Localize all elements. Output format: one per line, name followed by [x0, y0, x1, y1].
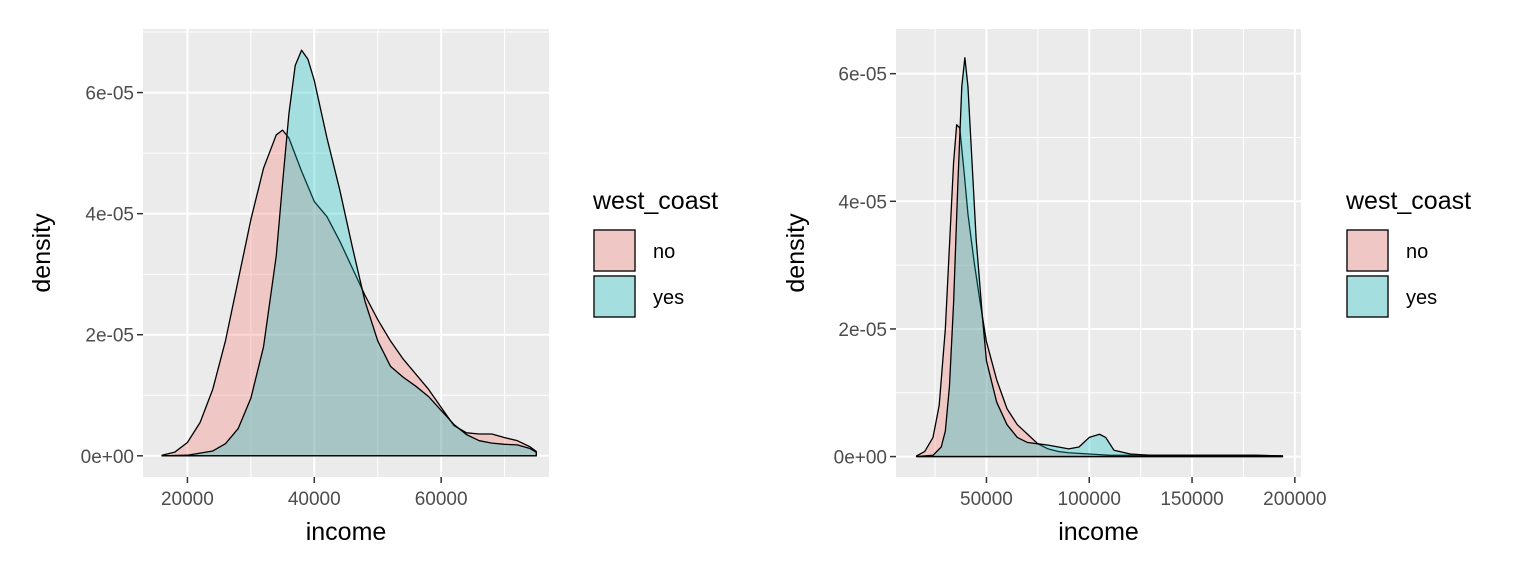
x-axis-title: income: [1058, 518, 1139, 546]
legend-key-yes: [593, 275, 636, 318]
y-axis-title: density: [782, 213, 810, 293]
legend-title: west_coast: [592, 187, 718, 215]
legend-right: west_coast no yes: [1345, 187, 1471, 318]
legend-label-yes: yes: [1406, 287, 1437, 309]
x-tick-label: 200000: [1263, 489, 1326, 510]
y-tick-label: 0e+00: [834, 448, 887, 469]
legend-key-no: [593, 229, 636, 272]
y-tick-label: 4e-05: [838, 192, 887, 213]
legend-label-no: no: [653, 241, 675, 263]
legend-label-no: no: [1406, 241, 1428, 263]
x-tick-label: 60000: [415, 489, 468, 510]
legend-key-background: [1346, 275, 1389, 318]
legend-title: west_coast: [1345, 187, 1471, 215]
legend-left: west_coast no yes: [592, 187, 718, 318]
y-tick-label: 4e-05: [85, 205, 134, 226]
x-axis-title: income: [306, 518, 387, 546]
y-axis-title: density: [28, 213, 56, 293]
x-tick-label: 20000: [161, 489, 214, 510]
x-tick-label: 50000: [960, 489, 1013, 510]
y-tick-label: 2e-05: [838, 320, 887, 341]
legend-key-background: [1346, 229, 1389, 272]
x-tick-label: 100000: [1058, 489, 1121, 510]
x-tick-label: 150000: [1160, 489, 1223, 510]
y-tick-label: 0e+00: [81, 447, 134, 468]
density-area-yes: [161, 49, 537, 457]
density-area-no: [161, 129, 537, 457]
y-tick-label: 2e-05: [85, 326, 134, 347]
density-plot-right: 50000 100000 150000 200000 0e+00 2e-05 4e-05 6e…: [782, 29, 1327, 546]
legend-key-yes: [1346, 275, 1389, 318]
legend-label-yes: yes: [653, 287, 684, 309]
legend-key-no: [1346, 229, 1389, 272]
legend-key-background: [593, 229, 636, 272]
y-tick-label: 6e-05: [85, 84, 134, 105]
density-plot-left: 20000 40000 60000 0e+00 2e-05 4e-05 6e-05 incom…: [28, 29, 549, 546]
x-tick-label: 40000: [288, 489, 341, 510]
panel-background: [896, 29, 1301, 477]
legend-key-background: [593, 275, 636, 318]
density-area-yes: [915, 57, 1284, 458]
y-tick-label: 6e-05: [838, 65, 887, 86]
